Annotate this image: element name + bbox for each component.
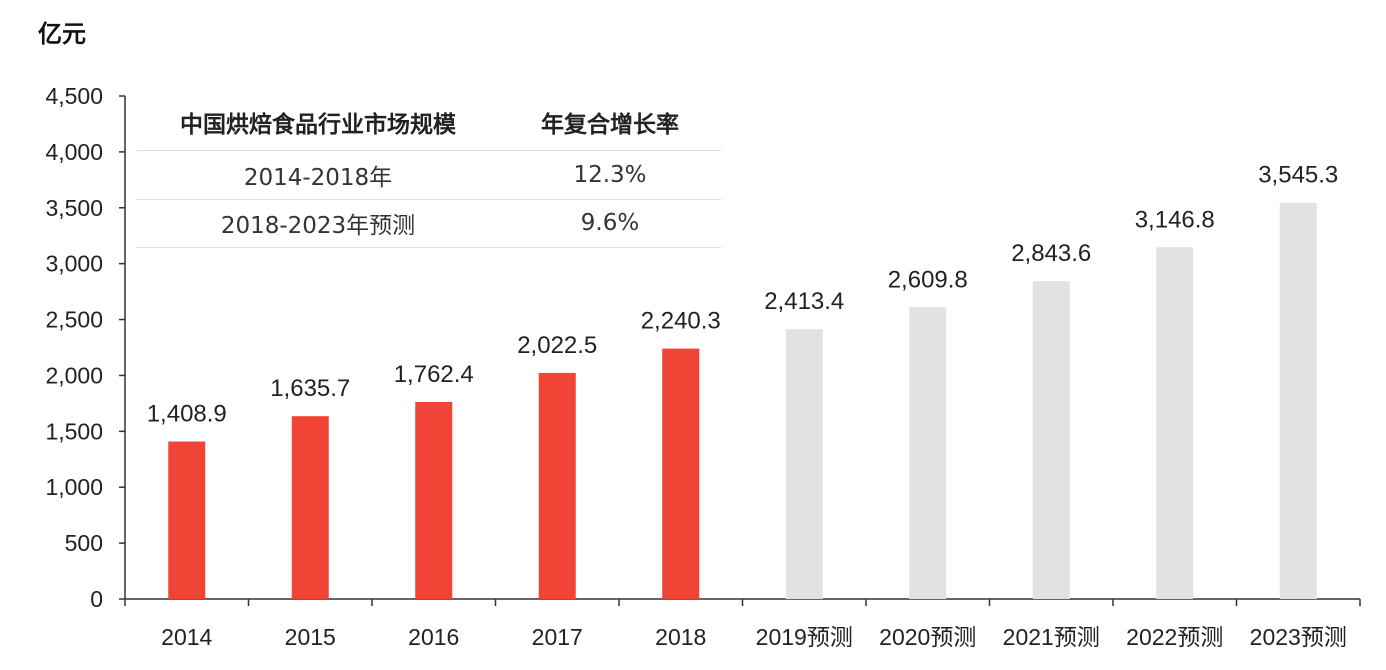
bar-2019预测 xyxy=(785,329,823,599)
table-header: 中国烘焙食品行业市场规模 年复合增长率 xyxy=(137,94,721,151)
data-label: 2,609.8 xyxy=(888,266,968,293)
cagr-cell: 12.3% xyxy=(573,161,647,188)
y-tick-label: 0 xyxy=(90,586,103,612)
y-tick-label: 500 xyxy=(65,530,103,556)
bar-2021预测 xyxy=(1032,281,1070,599)
y-tick-label: 1,000 xyxy=(45,474,103,500)
data-label: 2,240.3 xyxy=(641,308,721,335)
bar-2014 xyxy=(168,441,206,599)
x-tick-label: 2016 xyxy=(408,624,459,650)
y-tick-label: 3,500 xyxy=(45,195,103,221)
x-tick-label: 2020预测 xyxy=(879,624,976,650)
x-tick-label: 2018 xyxy=(655,624,706,650)
y-axis-unit: 亿元 xyxy=(38,20,86,48)
data-label: 2,413.4 xyxy=(764,288,844,315)
cagr-table: 中国烘焙食品行业市场规模 年复合增长率 2014-2018年 12.3% 201… xyxy=(137,94,721,248)
x-tick-label: 2022预测 xyxy=(1126,624,1223,650)
x-tick-label: 2017 xyxy=(532,624,583,650)
x-tick-label: 2021预测 xyxy=(1003,624,1100,650)
data-label: 1,635.7 xyxy=(270,375,350,402)
period-cell: 2014-2018年 xyxy=(243,164,393,191)
data-label: 1,762.4 xyxy=(394,361,474,388)
bar-2017 xyxy=(538,372,576,599)
data-label: 2,022.5 xyxy=(517,332,597,359)
data-label: 3,146.8 xyxy=(1135,206,1215,233)
header-market-size: 中国烘焙食品行业市场规模 xyxy=(180,112,456,138)
y-tick-label: 1,500 xyxy=(45,418,103,444)
x-tick-label: 2019预测 xyxy=(756,624,853,650)
x-tick-label: 2015 xyxy=(285,624,336,650)
header-cagr: 年复合增长率 xyxy=(541,112,679,138)
y-tick-label: 4,000 xyxy=(45,139,103,165)
y-tick-label: 2,000 xyxy=(45,362,103,388)
period-cell: 2018-2023年预测 xyxy=(220,213,416,240)
y-tick-label: 3,000 xyxy=(45,251,103,277)
bar-2020预测 xyxy=(909,307,947,599)
data-label: 2,843.6 xyxy=(1011,240,1091,267)
x-tick-label: 2014 xyxy=(161,624,212,650)
bar-2018 xyxy=(662,348,700,599)
x-tick-label: 2023预测 xyxy=(1250,624,1347,650)
y-tick-label: 4,500 xyxy=(45,83,103,109)
bar-2015 xyxy=(291,416,329,599)
data-label: 3,545.3 xyxy=(1258,162,1338,189)
bar-2022预测 xyxy=(1156,247,1194,599)
data-label: 1,408.9 xyxy=(147,401,227,428)
cagr-cell: 9.6% xyxy=(580,210,640,237)
table-row: 2014-2018年 12.3% xyxy=(137,151,721,200)
bar-2023预测 xyxy=(1279,202,1317,600)
bar-2016 xyxy=(415,402,453,599)
table-row: 2018-2023年预测 9.6% xyxy=(137,200,721,248)
y-tick-label: 2,500 xyxy=(45,307,103,333)
